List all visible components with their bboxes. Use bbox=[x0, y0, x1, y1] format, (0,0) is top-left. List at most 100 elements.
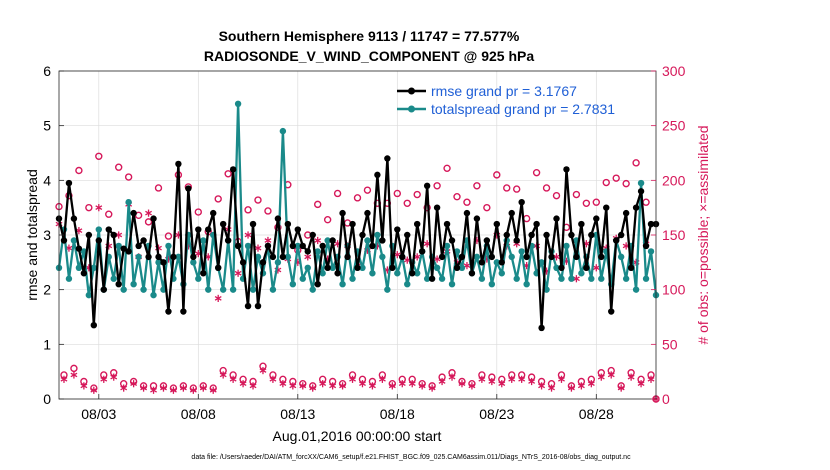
totalspread-point bbox=[165, 242, 172, 250]
rmse-point bbox=[259, 259, 267, 266]
legend-item-totalspread: totalspread grand pr = 2.7831 bbox=[397, 101, 615, 117]
rmse-point bbox=[364, 209, 371, 217]
assimilated-marker bbox=[130, 380, 138, 388]
assimilated-marker bbox=[528, 377, 536, 386]
rmse-point bbox=[399, 253, 406, 261]
legend: rmse grand pr = 3.1767 totalspread grand… bbox=[397, 83, 615, 117]
rmse-point bbox=[180, 308, 187, 315]
rmse-point bbox=[573, 253, 580, 261]
rmse-point bbox=[414, 220, 421, 228]
rmse-point bbox=[627, 264, 635, 271]
assimilated-marker bbox=[647, 375, 655, 383]
totalspread-point bbox=[588, 275, 595, 282]
rmse-point bbox=[339, 209, 346, 217]
possible-marker bbox=[503, 184, 511, 192]
totalspread-point bbox=[518, 248, 525, 255]
rmse-point bbox=[125, 248, 132, 255]
assimilated-marker bbox=[388, 382, 396, 390]
assimilated-marker bbox=[359, 380, 366, 388]
rmse-point bbox=[319, 242, 326, 250]
totalspread-point bbox=[498, 270, 505, 277]
rmse-point bbox=[473, 215, 481, 222]
rmse-point bbox=[622, 209, 630, 217]
y2-tick-label: 50 bbox=[662, 336, 678, 352]
totalspread-point bbox=[110, 275, 117, 282]
totalspread-point bbox=[637, 179, 645, 187]
assimilated-marker bbox=[518, 375, 526, 383]
rmse-point bbox=[389, 264, 396, 271]
totalspread-point bbox=[523, 281, 530, 288]
totalspread-point bbox=[339, 281, 346, 288]
rmse-point bbox=[70, 215, 78, 222]
totalspread-point bbox=[558, 275, 565, 282]
rmse-point bbox=[568, 231, 575, 239]
rmse-point bbox=[274, 215, 282, 222]
totalspread-point bbox=[513, 275, 520, 282]
possible-marker bbox=[154, 184, 163, 192]
rmse-point bbox=[578, 220, 585, 228]
rmse-point bbox=[588, 231, 595, 239]
totalspread-point bbox=[473, 253, 481, 261]
totalspread-point bbox=[120, 286, 127, 293]
y2-tick-label: 100 bbox=[662, 282, 686, 298]
rmse-point bbox=[503, 231, 510, 239]
rmse-point bbox=[394, 226, 401, 233]
assimilated-marker bbox=[140, 384, 148, 392]
rmse-point bbox=[75, 245, 83, 252]
rmse-point bbox=[354, 264, 361, 271]
totalspread-point bbox=[200, 237, 207, 244]
possible-marker bbox=[403, 199, 411, 207]
assimilated-marker bbox=[478, 375, 486, 383]
rmse-point bbox=[80, 270, 88, 277]
x-tick-label: 08/23 bbox=[479, 406, 514, 422]
assimilated-marker bbox=[597, 373, 605, 381]
totalspread-point bbox=[294, 242, 301, 250]
assimilated-marker bbox=[95, 204, 103, 212]
rmse-point bbox=[558, 264, 565, 271]
legend-label-totalspread: totalspread grand pr = 2.7831 bbox=[431, 101, 615, 117]
possible-marker bbox=[114, 163, 123, 171]
totalspread-point bbox=[553, 264, 560, 271]
assimilated-marker bbox=[468, 382, 476, 390]
rmse-point bbox=[130, 209, 137, 217]
rmse-point bbox=[150, 215, 157, 222]
possible-marker bbox=[363, 186, 372, 194]
assimilated-marker bbox=[120, 384, 128, 392]
totalspread-point bbox=[229, 286, 237, 293]
assimilated-marker bbox=[368, 382, 376, 390]
possible-marker bbox=[353, 194, 362, 202]
possible-marker bbox=[393, 189, 401, 198]
rmse-point bbox=[294, 226, 301, 233]
legend-label-rmse: rmse grand pr = 3.1767 bbox=[431, 83, 577, 99]
rmse-point bbox=[145, 253, 152, 261]
rmse-point bbox=[359, 231, 366, 239]
totalspread-point bbox=[304, 264, 311, 271]
assimilated-marker bbox=[279, 380, 287, 388]
x-tick-label: 08/28 bbox=[579, 406, 614, 422]
x-tick-label: 08/03 bbox=[81, 406, 116, 422]
rmse-point bbox=[593, 215, 600, 222]
rmse-point bbox=[598, 253, 605, 261]
rmse-point bbox=[200, 270, 207, 277]
totalspread-point bbox=[493, 259, 500, 266]
rmse-point bbox=[264, 242, 272, 250]
rmse-point bbox=[617, 231, 625, 239]
totalspread-point bbox=[274, 259, 282, 266]
rmse-point bbox=[304, 248, 311, 255]
rmse-point bbox=[249, 220, 257, 228]
rmse-point bbox=[518, 199, 525, 206]
rmse-point bbox=[90, 322, 98, 329]
totalspread-point bbox=[414, 270, 421, 277]
assimilated-marker bbox=[299, 382, 307, 390]
rmse-point bbox=[160, 259, 167, 266]
totalspread-point bbox=[244, 242, 252, 250]
totalspread-point bbox=[135, 253, 142, 261]
rmse-point bbox=[175, 160, 182, 168]
rmse-point bbox=[438, 253, 446, 261]
rmse-point bbox=[448, 237, 456, 244]
totalspread-point bbox=[249, 286, 257, 293]
assimilated-marker bbox=[448, 373, 456, 381]
assimilated-marker bbox=[219, 371, 227, 379]
totalspread-point bbox=[309, 286, 316, 293]
totalspread-point bbox=[65, 275, 73, 282]
